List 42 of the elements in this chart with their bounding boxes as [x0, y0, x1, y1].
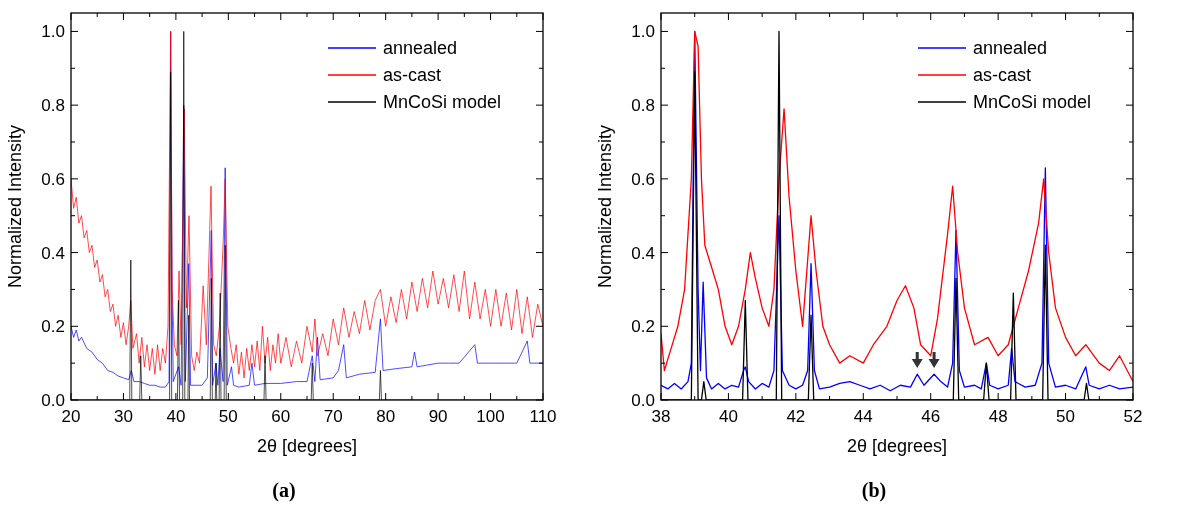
x-axis-title: 2θ [degrees]: [846, 436, 948, 456]
x-tick-label: 44: [853, 407, 873, 426]
y-tick-label: 1.0: [631, 22, 655, 42]
x-tick-label: 110: [529, 407, 557, 426]
x-tick-label: 80: [376, 407, 396, 426]
x-tick-label: 90: [428, 407, 448, 426]
y-axis-title: Normalized Intensity: [5, 124, 25, 289]
x-tick-label: 48: [988, 407, 1008, 426]
y-axis-title: Normalized Intensity: [595, 124, 615, 289]
x-tick-label: 40: [718, 407, 738, 426]
x-tick-label: 20: [61, 407, 81, 426]
y-tick-label: 1.0: [41, 22, 65, 42]
y-tick-label: 0.2: [41, 317, 65, 337]
y-tick-label: 0.0: [631, 391, 655, 410]
x-tick-label: 70: [323, 407, 343, 426]
y-tick-label: 0.2: [631, 317, 655, 337]
x-tick-label: 46: [921, 407, 941, 426]
x-tick-label: 100: [476, 407, 505, 426]
text: (b): [861, 479, 887, 502]
y-tick-label: 0.0: [41, 391, 65, 410]
x-axis-title: 2θ [degrees]: [256, 436, 358, 456]
y-tick-label: 0.6: [41, 169, 65, 189]
legend-label: MnCoSi model: [383, 92, 502, 112]
y-tick-label: 0.4: [631, 243, 655, 263]
y-tick-label: 0.6: [631, 169, 655, 189]
x-tick-label: 42: [786, 407, 806, 426]
legend-label: as-cast: [973, 65, 1032, 85]
y-tick-label: 0.4: [41, 243, 65, 263]
x-tick-label: 52: [1123, 407, 1143, 426]
x-tick-label: 38: [651, 407, 671, 426]
y-tick-label: 0.8: [41, 96, 65, 116]
x-tick-label: 40: [166, 407, 186, 426]
x-tick-label: 50: [218, 407, 238, 426]
text: (a): [272, 479, 296, 502]
x-tick-label: 30: [113, 407, 133, 426]
legend-label: MnCoSi model: [973, 92, 1092, 112]
legend-label: annealed: [383, 38, 458, 58]
x-tick-label: 60: [271, 407, 291, 426]
legend-label: as-cast: [383, 65, 442, 85]
legend-label: annealed: [973, 38, 1048, 58]
y-tick-label: 0.8: [631, 96, 655, 116]
x-tick-label: 50: [1056, 407, 1076, 426]
